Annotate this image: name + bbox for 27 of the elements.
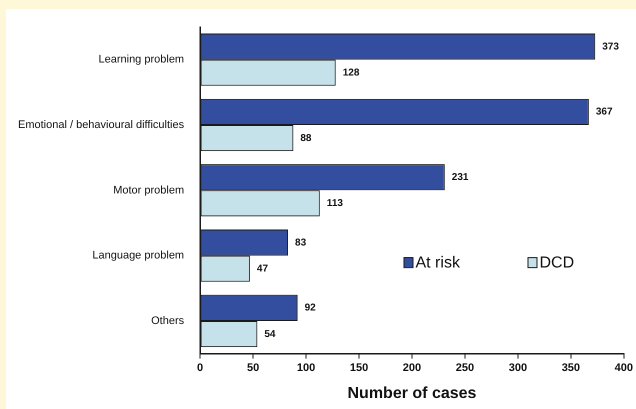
y-tick-label: Others [151,314,185,327]
x-tick-label: 200 [402,362,422,374]
data-label: 113 [326,198,344,210]
y-tick-label: Learning problem [98,54,184,66]
x-tick-label: 250 [456,362,474,374]
x-tick-label: 150 [350,362,368,374]
x-tick-label: 0 [197,362,204,374]
data-label: 373 [602,41,620,52]
legend-label: At risk [415,254,461,272]
x-tick-label: 300 [508,362,528,374]
x-axis-title: Number of cases [348,384,477,402]
y-tick-label: Emotional / behavioural difficulties [18,119,185,132]
data-label: 88 [300,132,312,144]
legend-label: DCD [539,254,574,272]
x-tick-label: 350 [562,362,580,374]
data-label: 92 [304,302,316,314]
x-tick-label: 50 [246,362,260,374]
x-tick-label: 100 [296,362,316,374]
data-label: 54 [264,328,276,340]
y-tick-label: Motor problem [113,184,184,196]
data-label: 367 [596,106,613,118]
data-label: 47 [256,263,268,274]
x-tick-label: 400 [614,362,634,374]
y-tick-label: Language problem [92,250,184,262]
data-label: 83 [295,237,307,248]
data-label: 128 [342,67,360,78]
data-label: 231 [452,172,469,183]
